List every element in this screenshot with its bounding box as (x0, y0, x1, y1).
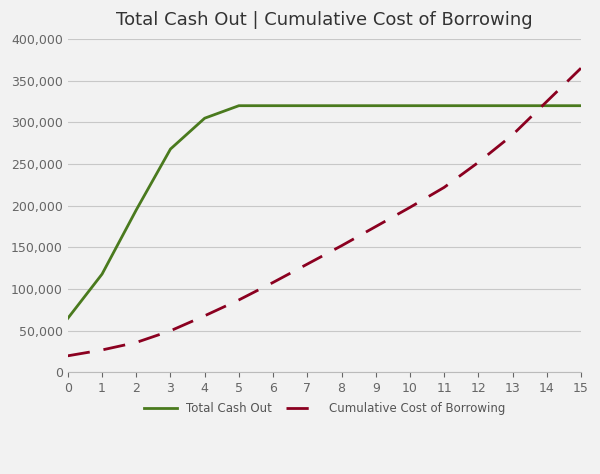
Total Cash Out (338, 103, 345, 109)
Total Cash Out (64, 315, 71, 321)
Total Cash Out (269, 103, 277, 109)
Total Cash Out (543, 103, 550, 109)
Cumulative Cost of Borrowing (167, 328, 174, 334)
Cumulative Cost of Borrowing (64, 353, 71, 359)
Cumulative Cost of Borrowing (133, 339, 140, 345)
Cumulative Cost of Borrowing (543, 99, 550, 104)
Total Cash Out (577, 103, 584, 109)
Cumulative Cost of Borrowing (201, 313, 208, 319)
Total Cash Out (167, 146, 174, 152)
Line: Total Cash Out: Total Cash Out (68, 106, 581, 318)
Legend: Total Cash Out, Cumulative Cost of Borrowing: Total Cash Out, Cumulative Cost of Borro… (139, 398, 510, 420)
Total Cash Out (475, 103, 482, 109)
Total Cash Out (133, 207, 140, 213)
Cumulative Cost of Borrowing (304, 261, 311, 267)
Total Cash Out (201, 115, 208, 121)
Total Cash Out (304, 103, 311, 109)
Total Cash Out (372, 103, 379, 109)
Total Cash Out (406, 103, 413, 109)
Title: Total Cash Out | Cumulative Cost of Borrowing: Total Cash Out | Cumulative Cost of Borr… (116, 11, 533, 29)
Cumulative Cost of Borrowing (372, 224, 379, 229)
Cumulative Cost of Borrowing (475, 160, 482, 165)
Cumulative Cost of Borrowing (406, 205, 413, 210)
Total Cash Out (98, 271, 106, 277)
Total Cash Out (235, 103, 242, 109)
Line: Cumulative Cost of Borrowing: Cumulative Cost of Borrowing (68, 68, 581, 356)
Total Cash Out (440, 103, 448, 109)
Cumulative Cost of Borrowing (98, 347, 106, 353)
Cumulative Cost of Borrowing (577, 65, 584, 71)
Cumulative Cost of Borrowing (440, 184, 448, 190)
Total Cash Out (509, 103, 516, 109)
Cumulative Cost of Borrowing (509, 132, 516, 138)
Cumulative Cost of Borrowing (338, 243, 345, 248)
Cumulative Cost of Borrowing (269, 280, 277, 285)
Cumulative Cost of Borrowing (235, 297, 242, 303)
